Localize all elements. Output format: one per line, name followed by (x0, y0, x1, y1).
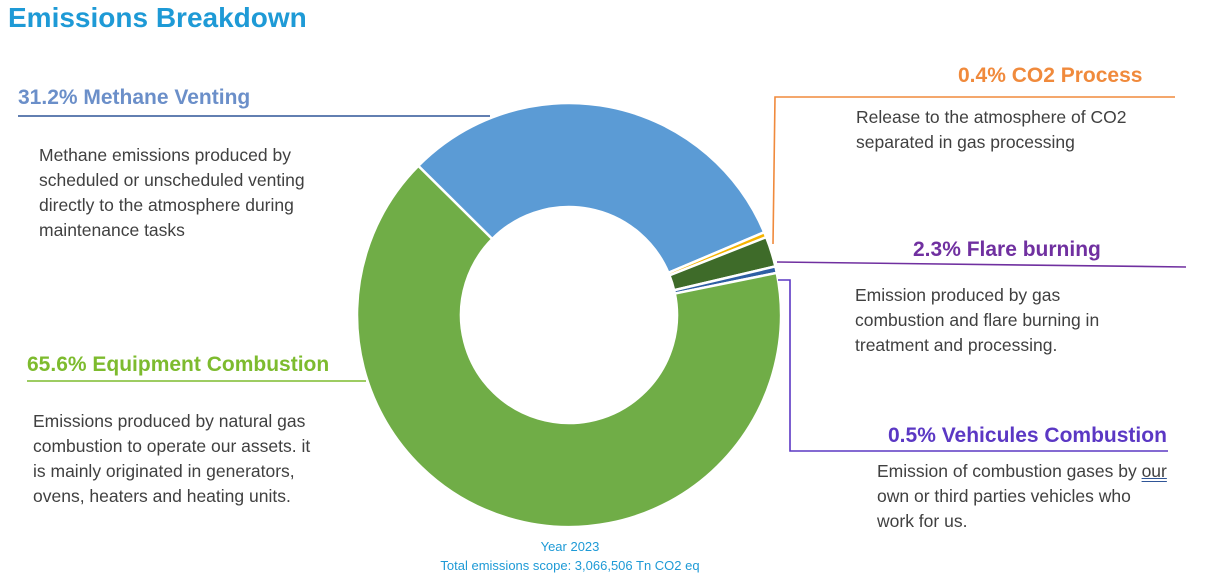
desc-methane-venting: Methane emissions produced by scheduled … (39, 145, 305, 240)
label-flare-burning: 2.3% Flare burning (913, 238, 1101, 261)
desc-vehicules-combustion: Emission of combustion gases by our own … (877, 461, 1167, 531)
chart-footer: Year 2023 Total emissions scope: 3,066,5… (400, 537, 740, 575)
footer-year: Year 2023 (540, 539, 600, 554)
footer-total: Total emissions scope: 3,066,506 Tn CO2 … (440, 558, 700, 573)
desc-equipment-combustion: Emissions produced by natural gas combus… (33, 411, 311, 506)
desc-flare-burning: Emission produced by gas combustion and … (855, 285, 1100, 355)
label-equipment-combustion: 65.6% Equipment Combustion (27, 353, 330, 376)
desc-co2-process: Release to the atmosphere of CO2 separat… (856, 107, 1127, 152)
label-co2-process: 0.4% CO2 Process (958, 64, 1143, 87)
leader-vehicules-combustion (778, 279, 1168, 452)
slice-methane-venting (416, 101, 766, 275)
label-vehicules-combustion: 0.5% Vehicules Combustion (888, 424, 1167, 447)
leader-flare-burning (776, 261, 1187, 268)
leader-co2-process (772, 96, 1175, 245)
slice-equipment-combustion (355, 164, 783, 529)
page-title: Emissions Breakdown (8, 2, 307, 33)
label-methane-venting: 31.2% Methane Venting (18, 86, 251, 109)
